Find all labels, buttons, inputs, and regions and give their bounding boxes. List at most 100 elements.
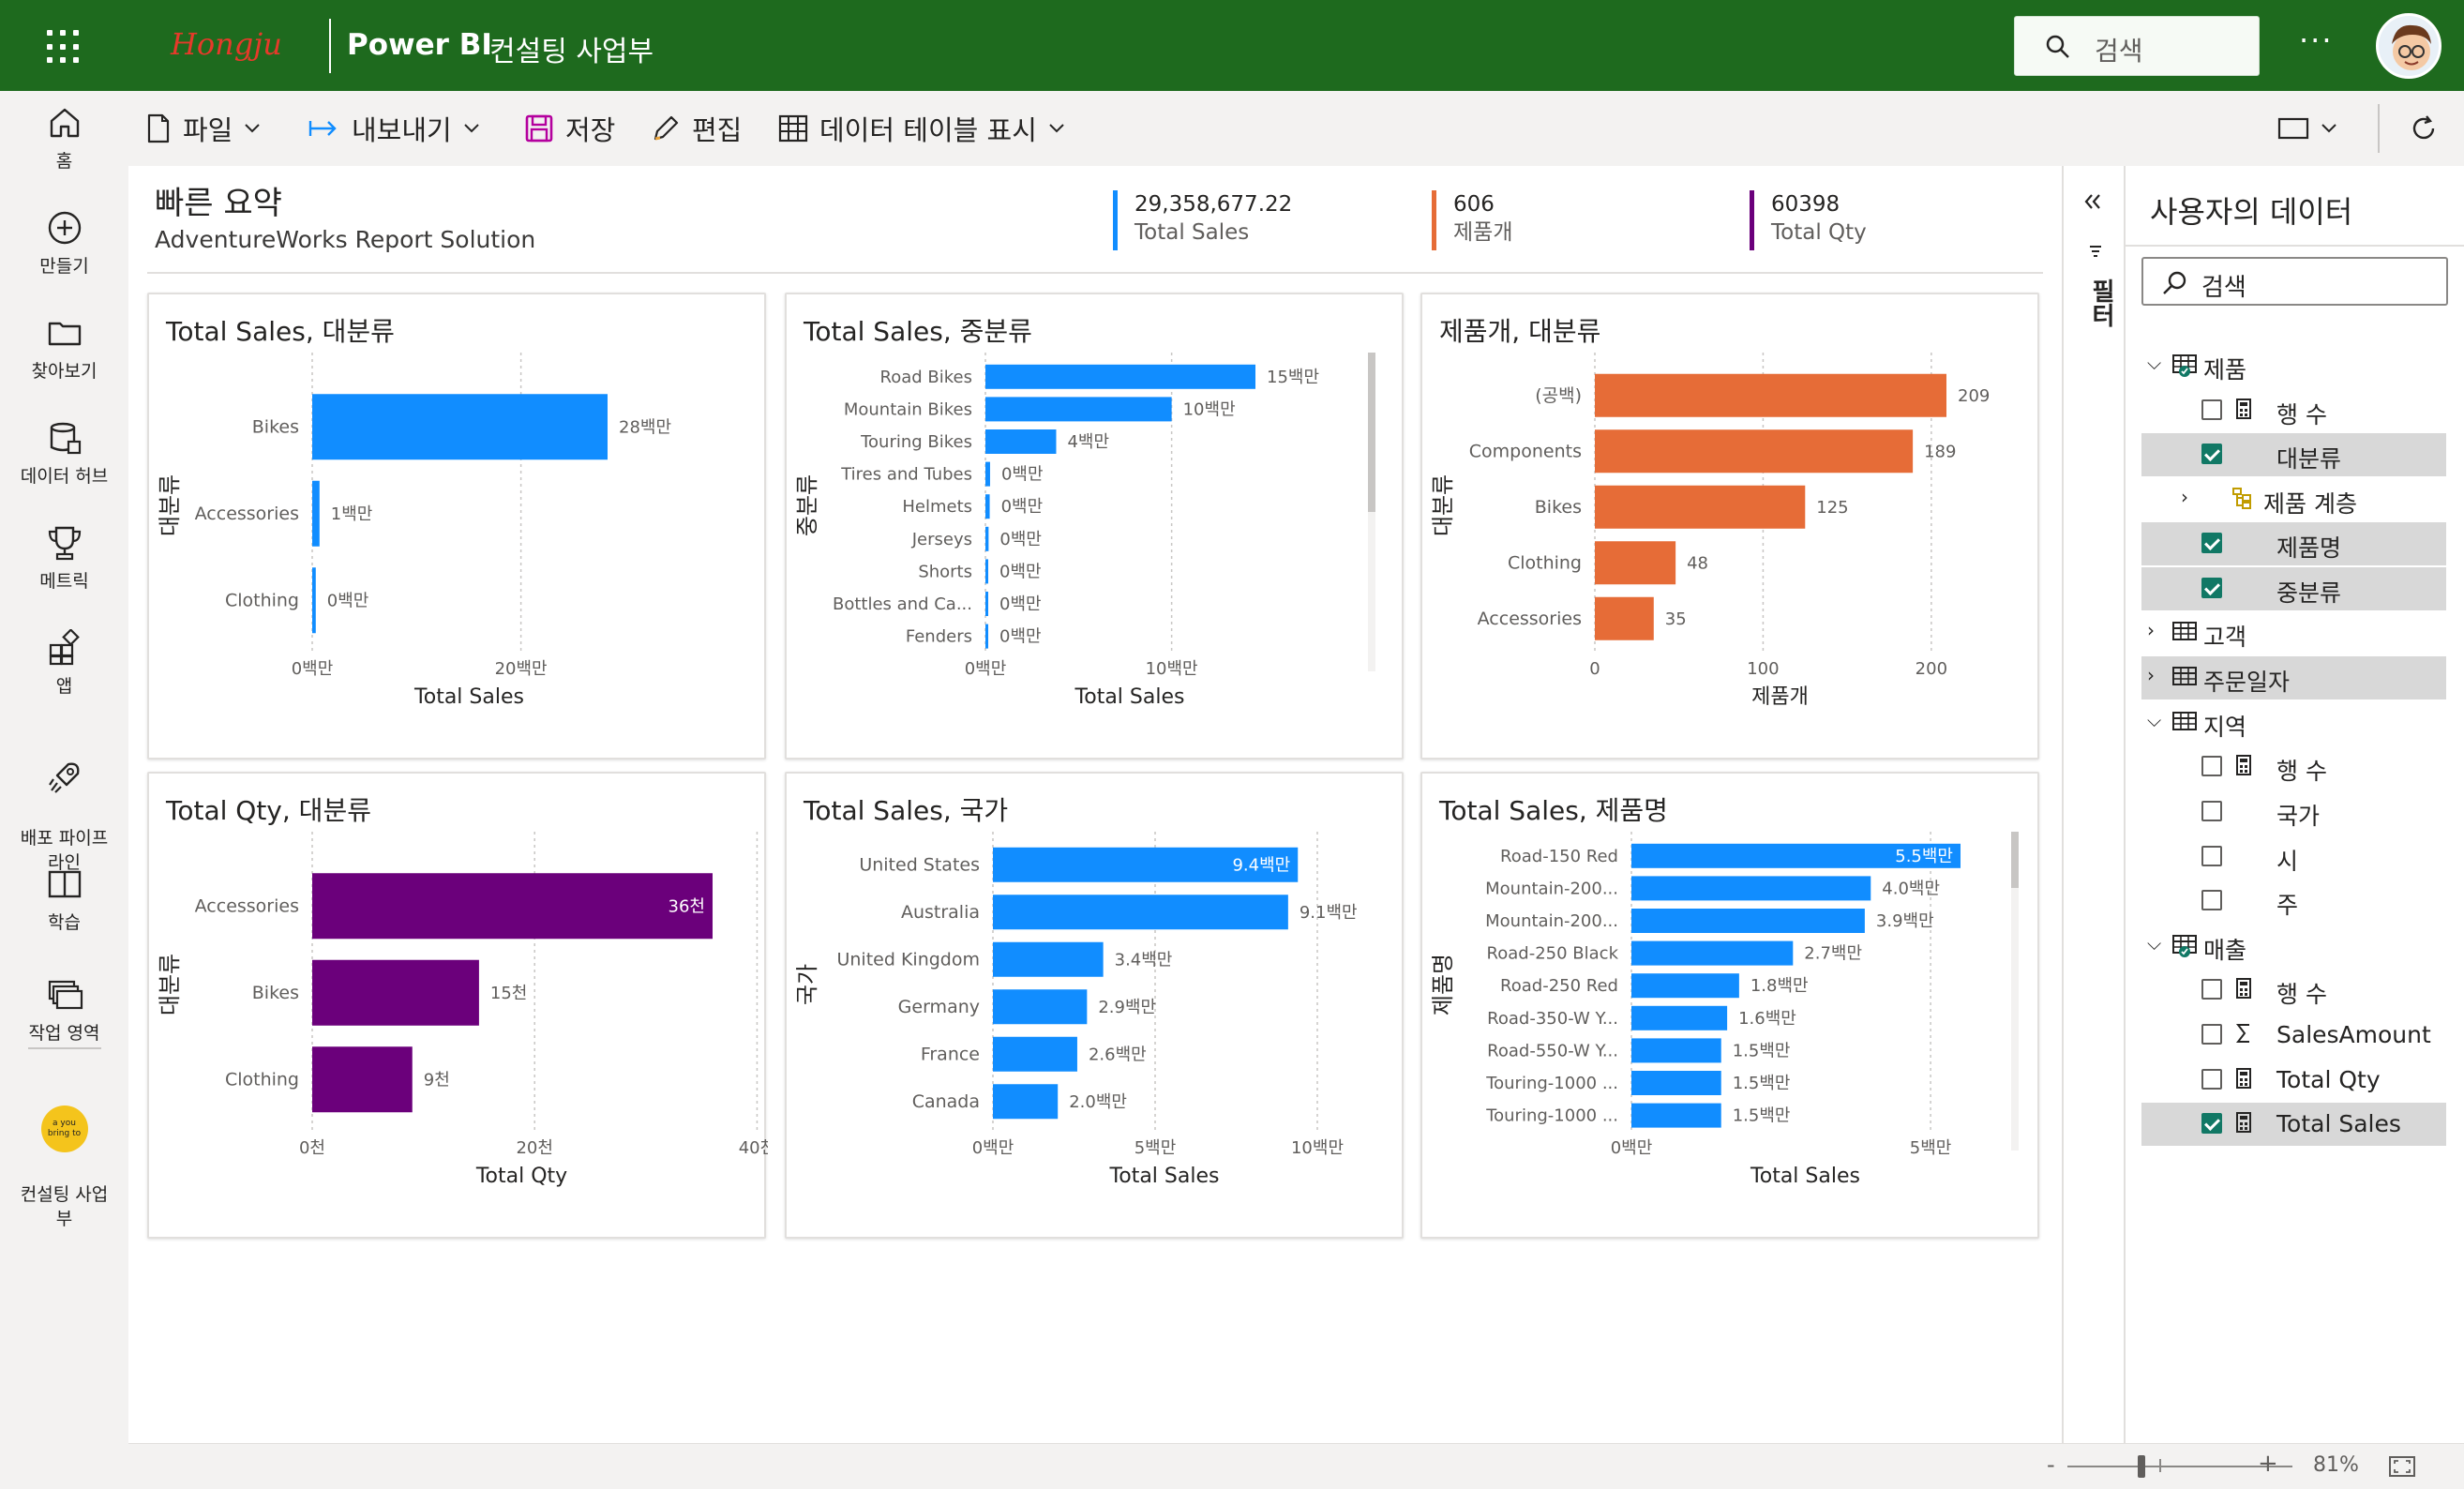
chart-bar[interactable] (1631, 1103, 1721, 1128)
field-checkbox[interactable] (2201, 890, 2222, 910)
scrollbar-thumb[interactable] (1368, 353, 1375, 512)
nav-workspaces[interactable]: 작업 영역 (0, 976, 128, 1045)
chart-bar[interactable] (1631, 1005, 1728, 1030)
scrollbar-track[interactable] (2011, 832, 2019, 1151)
field-item-11[interactable]: 시 (2141, 835, 2446, 879)
chevron-right-icon[interactable]: › (2147, 619, 2155, 641)
chart-bar[interactable] (1595, 485, 1806, 529)
edit-button[interactable]: 편집 (651, 110, 742, 147)
field-checkbox[interactable] (2201, 979, 2222, 1000)
kpi-total-qty[interactable]: 60398 Total Qty (1750, 190, 1867, 250)
field-table-13[interactable]: ⌵ 매출 (2141, 925, 2446, 968)
chart-bar[interactable] (312, 959, 479, 1026)
field-item-2[interactable]: 대분류 (2141, 433, 2446, 476)
chart-bar[interactable] (985, 526, 989, 551)
nav-datahub[interactable]: 데이터 허브 (0, 419, 128, 488)
chart-bar[interactable] (993, 847, 1299, 882)
bar-chart[interactable]: 0백만 5백만 Total Sales 제품명 Road-150 Red 5.5백만 Mou… (1422, 774, 2041, 1241)
field-checkbox[interactable] (2201, 1113, 2222, 1134)
field-checkbox[interactable] (2201, 801, 2222, 821)
chevron-down-icon[interactable]: ⌵ (2147, 709, 2162, 731)
chart-bar[interactable] (985, 559, 988, 584)
nav-metrics[interactable]: 메트릭 (0, 524, 128, 593)
field-checkbox[interactable] (2201, 846, 2222, 866)
nav-create[interactable]: 만들기 (0, 209, 128, 278)
double-chevron-left-icon[interactable] (2082, 192, 2105, 211)
chart-card-sales-by-category[interactable]: Total Sales, 대분류 0백만 20백만 Total Sales 대분류 Bi… (147, 293, 766, 760)
kpi-total-sales[interactable]: 29,358,677.22 Total Sales (1113, 190, 1292, 250)
chart-card-sales-by-subcategory[interactable]: Total Sales, 중분류 0백만 10백만 Total Sales 중분류 Ro… (785, 293, 1404, 760)
export-menu-button[interactable]: 내보내기 (307, 110, 480, 147)
chart-bar[interactable] (985, 494, 990, 519)
field-item-3[interactable]: › 제품 계층 (2141, 478, 2446, 521)
nav-apps[interactable]: 앱 (0, 629, 128, 698)
field-item-9[interactable]: 행 수 (2141, 745, 2446, 789)
chart-bar[interactable] (993, 989, 1088, 1025)
field-checkbox[interactable] (2201, 533, 2222, 553)
field-item-1[interactable]: 행 수 (2141, 389, 2446, 432)
nav-browse[interactable]: 찾아보기 (0, 314, 128, 383)
chart-bar[interactable] (1631, 1071, 1721, 1095)
refresh-button[interactable] (2410, 110, 2438, 147)
zoom-in-button[interactable]: + (2258, 1450, 2278, 1478)
show-data-table-button[interactable]: 데이터 테이블 표시 (778, 110, 1065, 147)
view-mode-button[interactable] (2277, 110, 2337, 147)
chart-bar[interactable] (1631, 1038, 1721, 1063)
field-item-17[interactable]: Total Sales (2141, 1103, 2446, 1146)
chart-card-sales-by-country[interactable]: Total Sales, 국가 0백만 5백만 10백만 Total Sales 국가 U… (785, 772, 1404, 1239)
more-options-icon[interactable]: ··· (2299, 23, 2334, 58)
fit-to-page-icon[interactable] (2388, 1455, 2416, 1478)
field-checkbox[interactable] (2201, 1024, 2222, 1045)
chart-bar[interactable] (1595, 596, 1654, 640)
chart-bar[interactable] (1595, 429, 1914, 474)
field-checkbox[interactable] (2201, 444, 2222, 464)
nav-current-workspace[interactable]: a you bring to 컨설팅 사업 부 (0, 1081, 128, 1231)
app-launcher-icon[interactable] (47, 30, 81, 64)
field-checkbox[interactable] (2201, 756, 2222, 776)
chart-bar[interactable] (1631, 940, 1794, 966)
chart-bar[interactable] (985, 461, 990, 487)
chart-bar[interactable] (993, 1036, 1077, 1072)
chart-bar[interactable] (312, 394, 608, 460)
field-checkbox[interactable] (2201, 399, 2222, 420)
kpi-product-count[interactable]: 606 제품개 (1432, 190, 1512, 250)
field-item-4[interactable]: 제품명 (2141, 522, 2446, 565)
bar-chart[interactable]: 0 100 200 제품개 대분류 (공백) 209 Components 189 Bikes 12… (1422, 294, 2041, 761)
brand-logo[interactable]: Hongju (171, 26, 282, 62)
workspace-name[interactable]: 컨설팅 사업부 (489, 36, 654, 68)
field-item-12[interactable]: 주 (2141, 880, 2446, 923)
chart-bar[interactable] (993, 895, 1288, 930)
chart-bar[interactable] (985, 364, 1255, 389)
bar-chart[interactable]: 0백만 5백만 10백만 Total Sales 국가 United States 9.4백… (787, 774, 1405, 1241)
chart-bar[interactable] (312, 1046, 413, 1113)
field-item-10[interactable]: 국가 (2141, 790, 2446, 834)
field-item-16[interactable]: Total Qty (2141, 1059, 2446, 1102)
chevron-down-icon[interactable]: ⌵ (2147, 932, 2162, 955)
chart-bar[interactable] (985, 429, 1057, 454)
field-table-0[interactable]: ⌵ 제품 (2141, 344, 2446, 387)
chart-bar[interactable] (985, 397, 1172, 422)
chevron-right-icon[interactable]: › (2181, 486, 2188, 508)
nav-learn[interactable]: 학습 (0, 865, 128, 934)
field-checkbox[interactable] (2201, 1069, 2222, 1090)
avatar[interactable] (2376, 13, 2441, 79)
chart-bar[interactable] (1595, 373, 1946, 417)
zoom-out-button[interactable]: - (2047, 1451, 2055, 1478)
chevron-right-icon[interactable]: › (2147, 664, 2155, 686)
chart-card-sales-by-product[interactable]: Total Sales, 제품명 0백만 5백만 Total Sales 제품명 Roa… (1420, 772, 2039, 1239)
chart-bar[interactable] (1631, 973, 1739, 999)
chart-bar[interactable] (993, 1084, 1059, 1120)
chart-bar[interactable] (312, 567, 316, 634)
chart-card-count-by-category[interactable]: 제품개, 대분류 0 100 200 제품개 대분류 (공백) 209 Components 1… (1420, 293, 2039, 760)
chart-bar[interactable] (1631, 909, 1865, 933)
chart-bar[interactable] (993, 941, 1104, 977)
bar-chart[interactable]: 0천 20천 40천 Total Qty 대분류 Accessories 36천 Bikes 1… (149, 774, 768, 1241)
chart-bar[interactable] (312, 480, 320, 547)
bar-chart[interactable]: 0백만 10백만 Total Sales 중분류 Road Bikes 15백만 Mount… (787, 294, 1405, 761)
zoom-slider[interactable] (2067, 1466, 2292, 1467)
scrollbar-thumb[interactable] (2011, 832, 2019, 888)
save-button[interactable]: 저장 (524, 110, 615, 147)
nav-home[interactable]: 홈 (0, 104, 128, 173)
chart-bar[interactable] (985, 592, 988, 616)
chevron-down-icon[interactable]: ⌵ (2147, 352, 2162, 374)
